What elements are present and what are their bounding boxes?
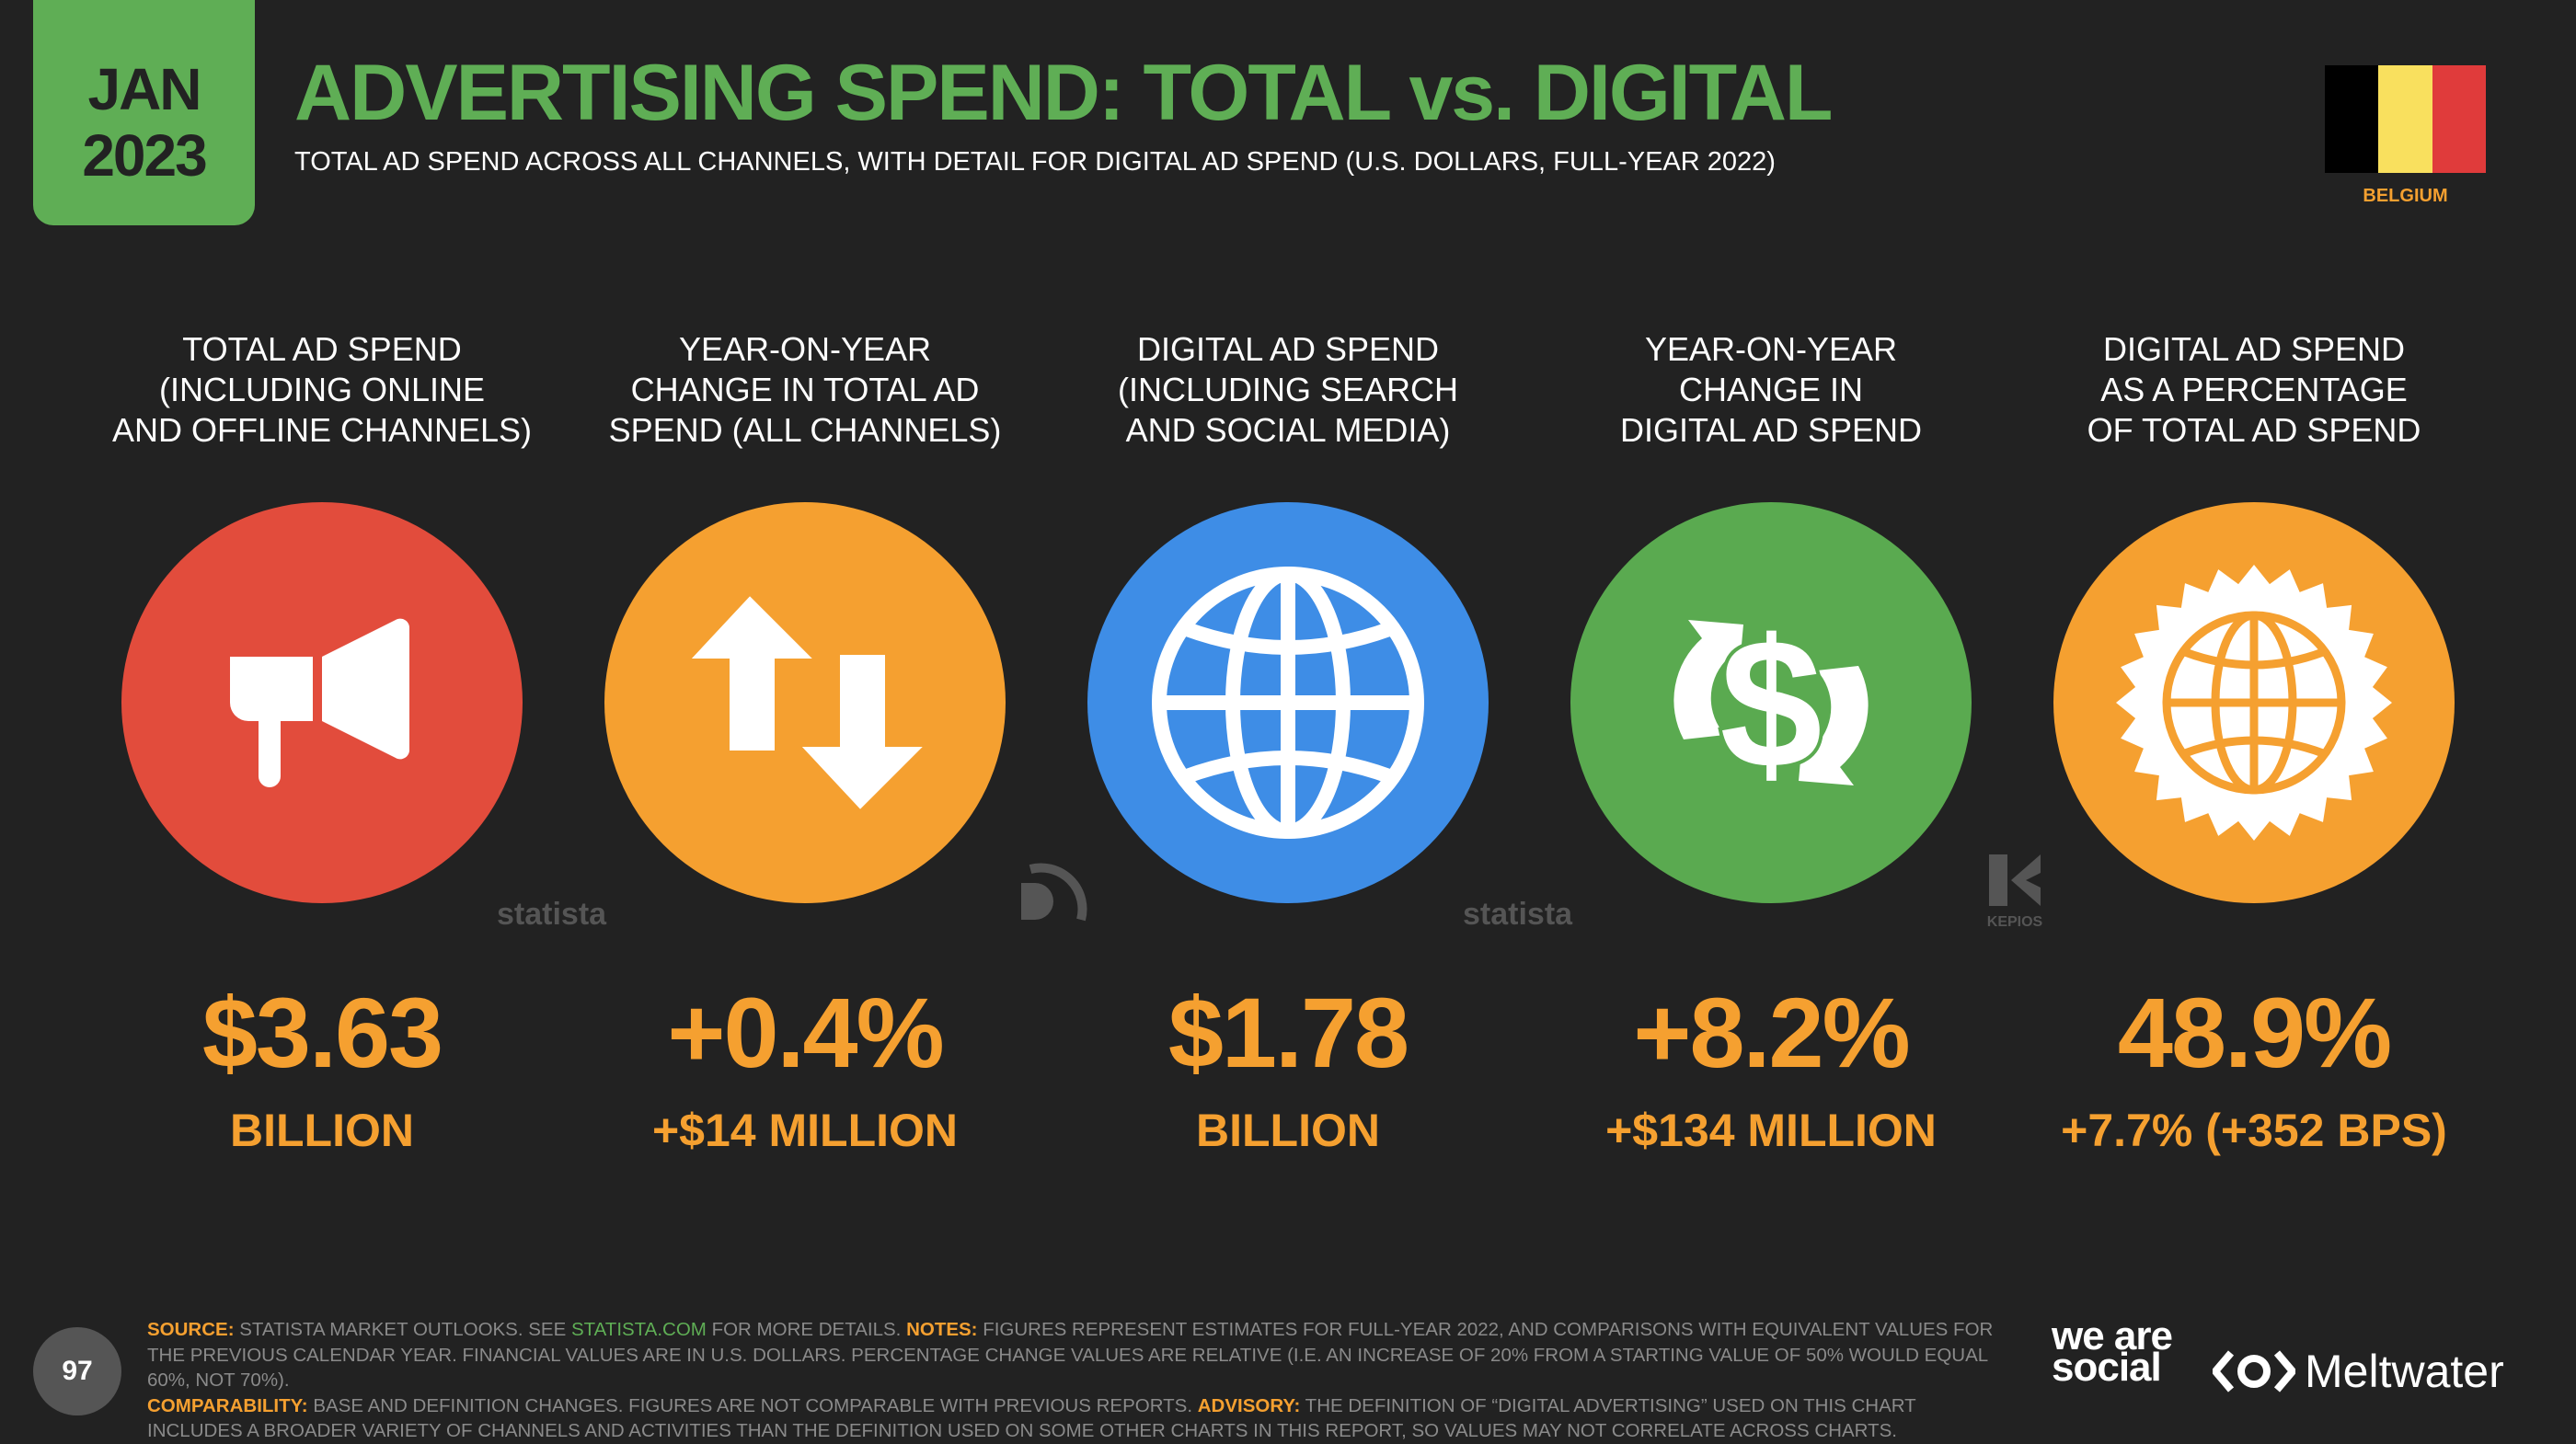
stat-subvalue: +7.7% (+352 BPS) (2061, 1105, 2447, 1156)
stat-subvalue: BILLION (230, 1105, 414, 1156)
svg-text:$: $ (1719, 602, 1822, 807)
statista-link[interactable]: STATISTA.COM (570, 1319, 707, 1340)
stat-subvalue: +$134 MILLION (1605, 1105, 1937, 1156)
kepios-logo-icon (1989, 854, 2041, 906)
stat-card: DIGITAL AD SPEND (INCLUDING SEARCH AND SOC… (1049, 0, 1527, 1196)
page-subtitle: TOTAL AD SPEND ACROSS ALL CHANNELS, WITH… (294, 147, 1776, 177)
date-badge: JAN 2023 (33, 0, 255, 225)
globe-icon (1087, 502, 1489, 903)
stat-subvalue: +$14 MILLION (651, 1105, 959, 1156)
we-are-social-logo: we are social (2052, 1313, 2173, 1390)
kepios-watermark: KEPIOS (1983, 851, 2047, 931)
stat-label: DIGITAL AD SPEND AS A PERCENTAGE OF TOTAL … (2087, 330, 2421, 449)
stat-card: DIGITAL AD SPEND AS A PERCENTAGE OF TOTAL … (2015, 0, 2493, 1196)
page-number: 97 (33, 1327, 121, 1415)
statista-watermark: statista (497, 897, 607, 932)
up-down-arrows-icon (604, 502, 1006, 903)
datareportal-watermark-icon (1021, 863, 1087, 922)
stat-value: $3.63 (201, 977, 443, 1088)
stat-card: YEAR-ON-YEAR CHANGE IN TOTAL AD SPEND (ALL… (566, 0, 1044, 1196)
stat-card: TOTAL AD SPEND (INCLUDING ONLINE AND OFFLI… (83, 0, 561, 1196)
date-month: JAN (87, 55, 201, 122)
stat-label: YEAR-ON-YEAR CHANGE IN DIGITAL AD SPEND (1619, 330, 1923, 449)
statista-watermark: statista (1463, 897, 1573, 932)
globe-badge-icon (2053, 502, 2455, 903)
megaphone-icon (121, 502, 523, 903)
stat-value: $1.78 (1167, 977, 1409, 1088)
stat-value: +0.4% (667, 977, 944, 1088)
stat-label: TOTAL AD SPEND (INCLUDING ONLINE AND OFFLI… (111, 330, 533, 449)
meltwater-logo: Meltwater (2213, 1345, 2504, 1398)
stat-value: 48.9% (2117, 977, 2392, 1088)
stat-label: DIGITAL AD SPEND (INCLUDING SEARCH AND SOC… (1117, 330, 1459, 449)
belgium-flag-icon (2325, 65, 2486, 173)
stat-card: YEAR-ON-YEAR CHANGE IN DIGITAL AD SPEND $ … (1532, 0, 2010, 1196)
date-year: 2023 (82, 121, 207, 189)
page-title: ADVERTISING SPEND: TOTAL vs. DIGITAL (294, 49, 1833, 137)
stat-label: YEAR-ON-YEAR CHANGE IN TOTAL AD SPEND (ALL… (608, 330, 1002, 449)
stat-subvalue: BILLION (1196, 1105, 1380, 1156)
country-label: BELGIUM (2363, 186, 2448, 206)
stat-value: +8.2% (1633, 977, 1910, 1088)
dollar-cycle-icon: $ (1570, 502, 1972, 903)
meltwater-mark-icon (2213, 1350, 2295, 1392)
footer-notes: SOURCE: STATISTA MARKET OUTLOOKS. SEE ST… (147, 1319, 1994, 1441)
